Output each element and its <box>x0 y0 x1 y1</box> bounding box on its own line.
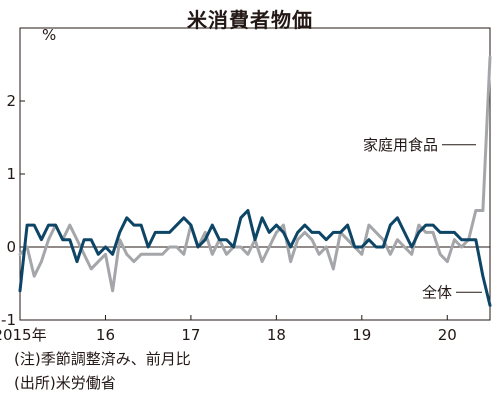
note-seasonal-adjustment: (注)季節調整済み、前月比 <box>14 350 191 368</box>
x-tick-label: 17 <box>181 326 200 344</box>
series-line-food <box>18 55 492 293</box>
overall-series-label: 全体 <box>422 283 452 301</box>
y-tick-label: 1 <box>6 165 16 183</box>
x-tick-label: 16 <box>96 326 115 344</box>
y-tick-label: -1 <box>1 311 16 329</box>
series-line-overall <box>18 209 492 307</box>
x-tick-label: 2015年 <box>0 326 47 344</box>
x-tick-label: 20 <box>438 326 457 344</box>
axes: 2 1 0 -1% 2015年 16 17 18 19 20 <box>0 26 491 344</box>
plot-frame <box>19 27 491 321</box>
series-lines <box>18 55 492 307</box>
note-source: (出所)米労働省 <box>14 374 116 392</box>
x-tick-label: 19 <box>352 326 371 344</box>
x-tick-label: 18 <box>267 326 286 344</box>
y-tick-label: 2 <box>6 92 16 110</box>
food-series-label: 家庭用食品 <box>363 136 438 154</box>
y-unit-label: % <box>42 26 56 44</box>
y-tick-label: 0 <box>6 238 16 256</box>
